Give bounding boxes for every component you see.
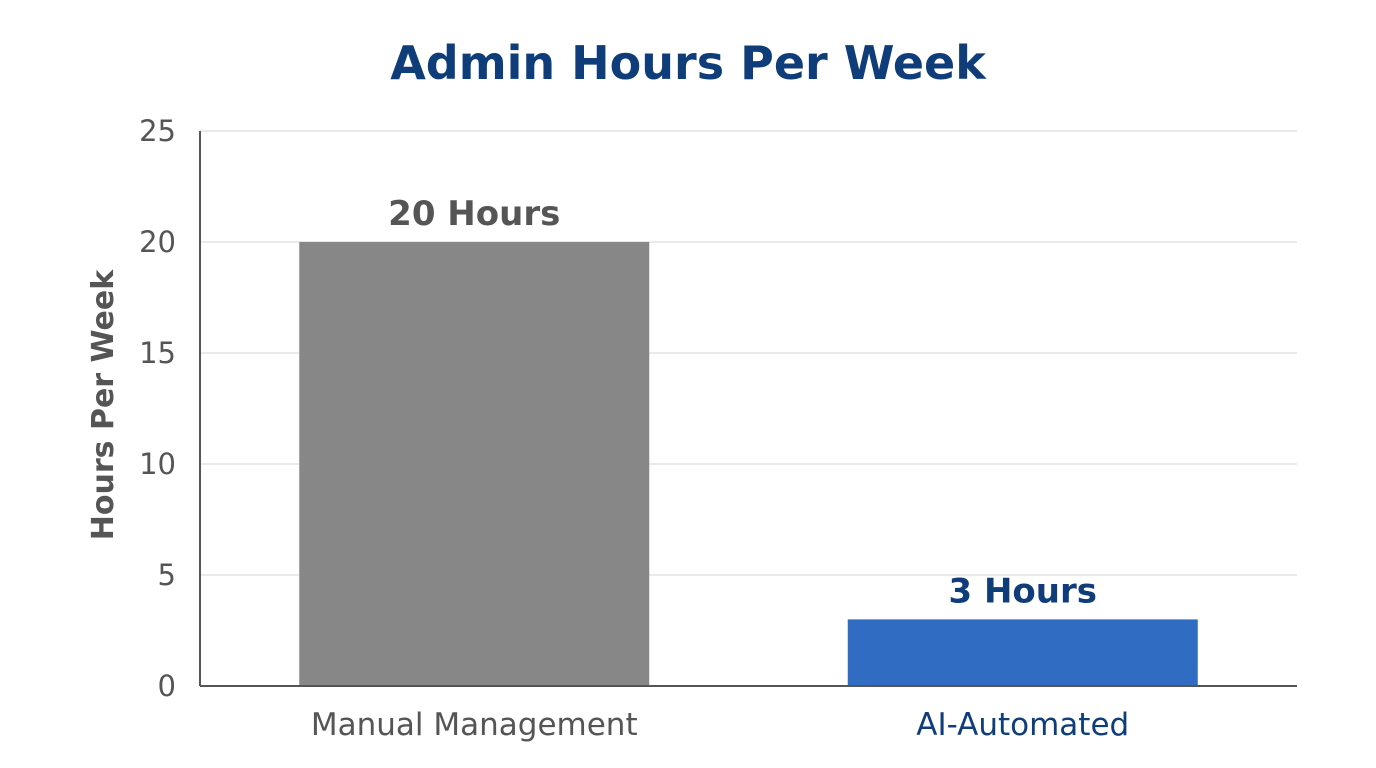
bars (299, 242, 1198, 686)
x-category-label: Manual Management (311, 707, 638, 743)
y-tick-label: 5 (158, 558, 176, 592)
y-tick-label: 20 (139, 225, 176, 259)
bar-manual-management (299, 242, 650, 686)
bar-ai-automated (847, 619, 1198, 686)
y-axis-label: Hours Per Week (86, 269, 121, 540)
y-tick-label: 10 (139, 447, 176, 481)
y-tick-label: 15 (139, 336, 176, 370)
data-label: 3 Hours (948, 571, 1097, 611)
x-category-label: AI-Automated (916, 707, 1129, 743)
chart-title: Admin Hours Per Week (390, 36, 987, 90)
y-tick-label: 25 (139, 114, 176, 148)
data-label: 20 Hours (388, 194, 560, 234)
y-tick-label: 0 (158, 669, 176, 703)
data-labels: 20 Hours 3 Hours (388, 194, 1097, 611)
y-axis-ticks: 0 5 10 15 20 25 (139, 114, 176, 703)
category-labels: Manual Management AI-Automated (311, 707, 1129, 743)
